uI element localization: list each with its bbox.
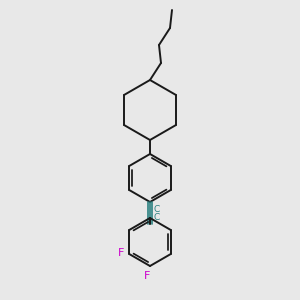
Text: C: C	[154, 212, 160, 221]
Text: F: F	[144, 271, 150, 281]
Text: C: C	[154, 205, 160, 214]
Text: F: F	[118, 248, 124, 258]
